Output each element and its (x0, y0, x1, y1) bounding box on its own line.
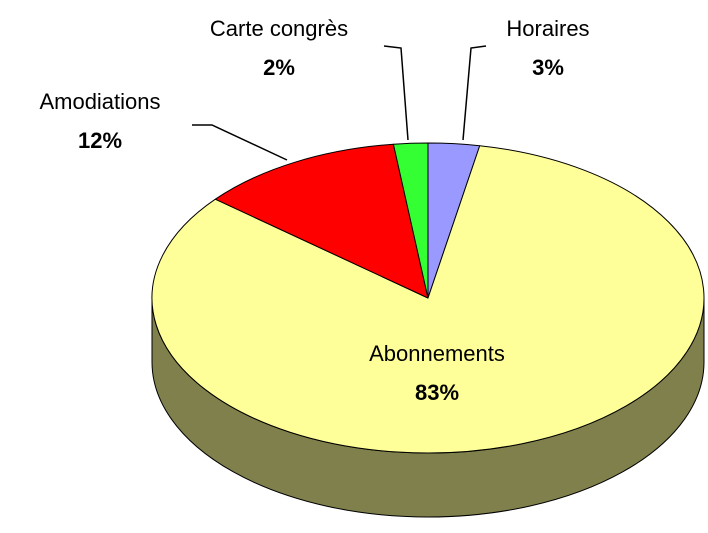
leader-line (383, 45, 409, 141)
slice-value-label: 3% (532, 55, 564, 80)
slice (151, 145, 705, 454)
slice-value-label: 83% (415, 380, 459, 405)
slice (392, 142, 429, 299)
slice-value-label: 2% (263, 55, 295, 80)
slice-value-label: 12% (78, 128, 122, 153)
slice-label: Carte congrès (210, 16, 348, 41)
slice-label: Amodiations (39, 89, 160, 114)
slice-label: Horaires (506, 16, 589, 41)
leader-line (192, 124, 288, 161)
leader-line (462, 45, 487, 141)
slice-label: Abonnements (369, 341, 505, 366)
slice (214, 143, 429, 299)
